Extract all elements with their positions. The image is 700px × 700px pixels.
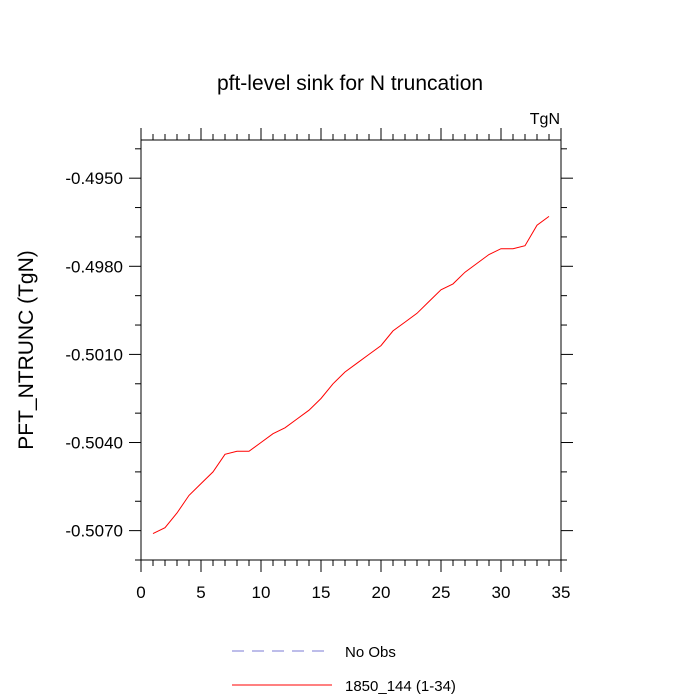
x-tick-label: 30 bbox=[492, 583, 511, 602]
legend: No Obs 1850_144 (1-34) bbox=[232, 644, 456, 695]
series-line-1 bbox=[152, 215, 550, 535]
legend-label-1850-144: 1850_144 (1-34) bbox=[345, 678, 456, 695]
x-tick-label: 0 bbox=[136, 583, 145, 602]
x-tick-label: 35 bbox=[552, 583, 571, 602]
x-tick-label: 20 bbox=[372, 583, 391, 602]
legend-label-no-obs: No Obs bbox=[345, 644, 396, 661]
y-tick-label: -0.5040 bbox=[65, 434, 123, 453]
y-tick-label: -0.5010 bbox=[65, 345, 123, 364]
plot-frame bbox=[140, 139, 562, 561]
y-tick-label: -0.5070 bbox=[65, 522, 123, 541]
y-tick-label: -0.4950 bbox=[65, 169, 123, 188]
axis-tick-labels: 0 5 10 15 20 25 30 35 -0.5070 -0.5040 -0.5010 -0.49… bbox=[65, 169, 570, 602]
series-lines bbox=[152, 215, 550, 535]
x-tick-label: 10 bbox=[252, 583, 271, 602]
x-tick-label: 15 bbox=[312, 583, 331, 602]
chart-title: pft-level sink for N truncation bbox=[217, 72, 483, 95]
y-tick-label: -0.4980 bbox=[65, 257, 123, 276]
x-tick-label: 5 bbox=[196, 583, 205, 602]
axis-ticks bbox=[129, 128, 573, 572]
x-tick-label: 25 bbox=[432, 583, 451, 602]
units-label: TgN bbox=[530, 111, 560, 128]
y-axis-label: PFT_NTRUNC (TgN) bbox=[15, 250, 38, 450]
